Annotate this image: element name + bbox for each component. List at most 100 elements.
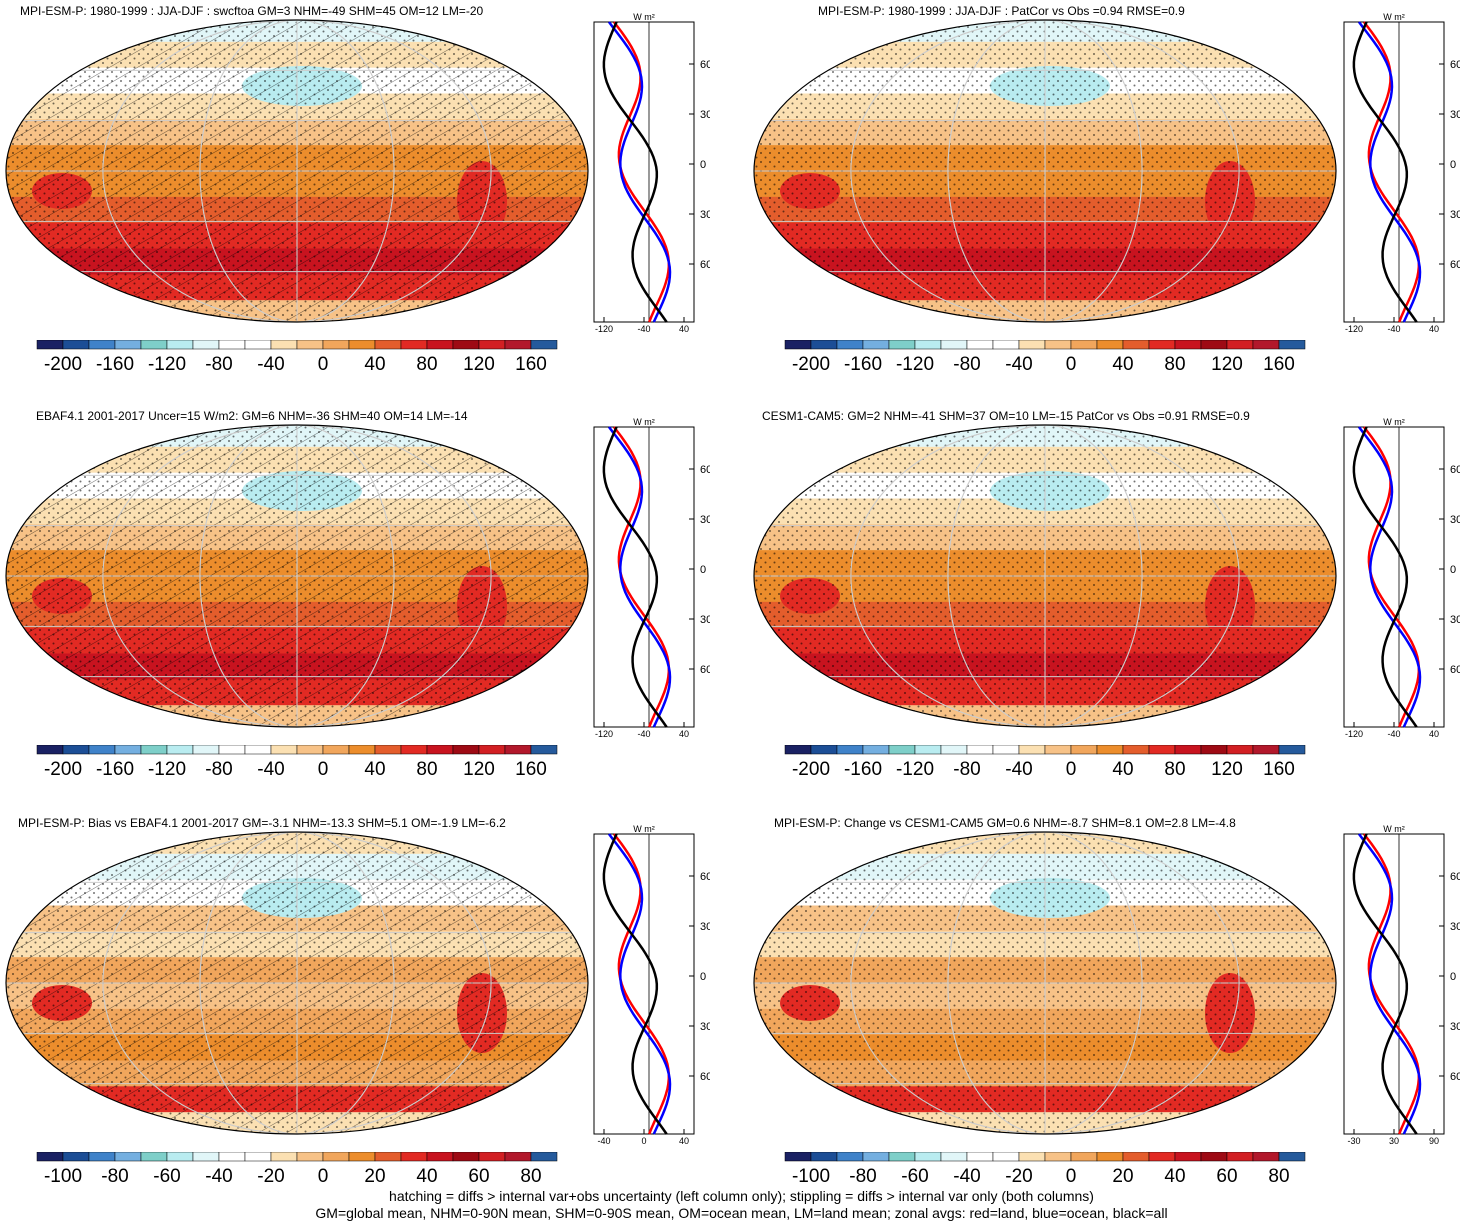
colorbar-label: 80 <box>1268 1166 1289 1187</box>
colorbar-label: 160 <box>1263 759 1295 780</box>
colorbar-swatch <box>478 1152 506 1162</box>
colorbar-swatch <box>452 745 480 755</box>
colorbar-swatch <box>888 745 916 755</box>
panel-title: MPI-ESM-P: 1980-1999 : JJA-DJF : PatCor … <box>818 4 1185 18</box>
colorbar-swatch <box>348 1152 376 1162</box>
colorbar-label: -160 <box>844 354 882 375</box>
colorbar-label: -120 <box>896 759 934 780</box>
colorbar-swatch <box>1278 340 1306 350</box>
colorbar-swatch <box>374 340 402 350</box>
colorbar-swatch <box>62 1152 90 1162</box>
colorbar-swatch <box>1044 340 1072 350</box>
zonal-lat-tick: 60S <box>700 1071 710 1083</box>
zonal-unit: W m² <box>1383 824 1405 834</box>
colorbar-swatch <box>784 745 812 755</box>
colorbar-swatch <box>940 1152 968 1162</box>
zonal-x-tick: 90 <box>1429 1136 1439 1144</box>
colorbar-swatch <box>914 745 942 755</box>
colorbar-label: 40 <box>1112 759 1133 780</box>
colorbar-swatch <box>1252 1152 1280 1162</box>
colorbar-swatch <box>914 1152 942 1162</box>
colorbar-swatch <box>192 340 220 350</box>
colorbar-swatch <box>322 745 350 755</box>
colorbar-swatch <box>296 340 324 350</box>
colorbar-swatch <box>400 745 428 755</box>
colorbar-swatch <box>862 340 890 350</box>
colorbar-label: -100 <box>792 1166 830 1187</box>
colorbar-label: -200 <box>44 759 82 780</box>
colorbar-swatch <box>88 745 116 755</box>
colorbar: -200-160-120-80-4004080120160200 <box>784 745 1306 780</box>
zonal-x-tick: 40 <box>679 324 689 332</box>
zonal-series-line <box>1352 426 1418 728</box>
colorbar-label: -20 <box>1005 1166 1032 1187</box>
global-map <box>5 424 589 728</box>
colorbar-swatch <box>862 745 890 755</box>
zonal-series-line <box>1357 21 1422 323</box>
zonal-series-line <box>1352 21 1418 323</box>
zonal-series-line <box>1357 833 1422 1135</box>
colorbar-swatch <box>836 745 864 755</box>
zonal-average-plot: W m² 60N 30N 0 30S 60S -120 -40 40 <box>1343 12 1460 332</box>
colorbar-label: -80 <box>205 354 232 375</box>
global-map <box>753 424 1337 728</box>
zonal-lat-tick: 60S <box>1450 1071 1460 1083</box>
zonal-series-line <box>602 426 668 728</box>
colorbar: -100-80-60-40-20020406080100 <box>784 1152 1306 1187</box>
colorbar-label: -80 <box>953 354 980 375</box>
colorbar-swatch <box>348 340 376 350</box>
zonal-series-line <box>1357 426 1422 728</box>
colorbar-swatch <box>348 745 376 755</box>
colorbar-swatch <box>504 1152 532 1162</box>
colorbar-swatch <box>1174 1152 1202 1162</box>
zonal-series-line <box>602 21 668 323</box>
colorbar-label: -120 <box>148 354 186 375</box>
colorbar-swatch <box>1200 340 1228 350</box>
colorbar-label: 40 <box>1112 354 1133 375</box>
colorbar-swatch <box>322 1152 350 1162</box>
colorbar-swatch <box>62 745 90 755</box>
zonal-average-plot: W m² 60N 30N 0 30S 60S -30 30 90 <box>1343 824 1460 1144</box>
colorbar-label: 160 <box>1263 354 1295 375</box>
colorbar-swatch <box>530 340 558 350</box>
colorbar-swatch <box>270 745 298 755</box>
footer-line-1: hatching = diffs > internal var+obs unce… <box>389 1188 1094 1204</box>
colorbar-label: 120 <box>1211 354 1243 375</box>
colorbar-swatch <box>1200 745 1228 755</box>
zonal-x-tick: 40 <box>1429 729 1439 737</box>
colorbar-swatch <box>478 340 506 350</box>
colorbar-swatch <box>836 1152 864 1162</box>
zonal-lat-tick: 0 <box>700 564 706 576</box>
colorbar-swatch <box>140 745 168 755</box>
zonal-x-tick: 40 <box>679 729 689 737</box>
zonal-unit: W m² <box>633 12 655 22</box>
colorbar-swatch <box>62 340 90 350</box>
colorbar-label: 0 <box>318 354 329 375</box>
colorbar-swatch <box>1044 1152 1072 1162</box>
panel-title: MPI-ESM-P: Bias vs EBAF4.1 2001-2017 GM=… <box>18 816 506 830</box>
zonal-lat-tick: 0 <box>700 159 706 171</box>
colorbar-label: 0 <box>318 1166 329 1187</box>
colorbar-swatch <box>114 1152 142 1162</box>
colorbar-swatch <box>400 340 428 350</box>
colorbar-swatch <box>192 1152 220 1162</box>
colorbar-swatch <box>88 1152 116 1162</box>
global-map <box>5 19 589 323</box>
global-map <box>5 831 589 1135</box>
colorbar-label: -120 <box>148 759 186 780</box>
colorbar-swatch <box>452 340 480 350</box>
zonal-x-tick: -40 <box>637 324 650 332</box>
colorbar-label: 0 <box>1066 1166 1077 1187</box>
colorbar-swatch <box>140 1152 168 1162</box>
colorbar-label: -80 <box>101 1166 128 1187</box>
zonal-x-tick: -120 <box>1345 324 1363 332</box>
colorbar-label: 80 <box>520 1166 541 1187</box>
colorbar-swatch <box>940 745 968 755</box>
colorbar-swatch <box>1148 745 1176 755</box>
zonal-x-tick: -40 <box>1387 324 1400 332</box>
colorbar-label: -120 <box>896 354 934 375</box>
colorbar-label: 40 <box>364 354 385 375</box>
zonal-lat-tick: 60N <box>700 59 710 71</box>
colorbar-label: -60 <box>153 1166 180 1187</box>
colorbar-label: -40 <box>205 1166 232 1187</box>
